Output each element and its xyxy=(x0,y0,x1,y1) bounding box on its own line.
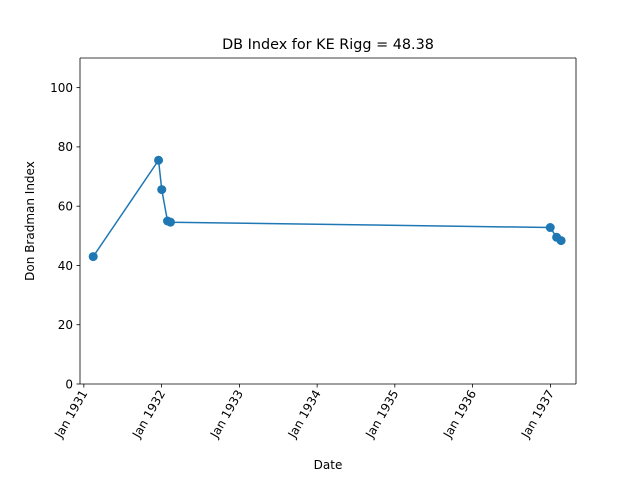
y-axis-ticks: 0 20 40 60 80 100 xyxy=(50,81,80,391)
plot-area xyxy=(80,58,576,384)
chart-title: DB Index for KE Rigg = 48.38 xyxy=(222,37,434,53)
x-axis-label: Date xyxy=(314,458,343,472)
y-tick-label: 100 xyxy=(50,81,73,95)
data-point xyxy=(88,252,98,262)
y-axis-label: Don Bradman Index xyxy=(23,161,37,281)
y-tick-label: 80 xyxy=(58,140,73,154)
data-point xyxy=(157,185,167,195)
y-tick-label: 20 xyxy=(58,318,73,332)
y-tick-label: 40 xyxy=(58,259,73,273)
axes-frame xyxy=(79,57,577,385)
data-point xyxy=(556,236,566,246)
data-point xyxy=(154,155,164,165)
data-point xyxy=(545,223,555,233)
y-tick-label: 60 xyxy=(58,199,73,213)
series-layer xyxy=(88,155,566,262)
y-tick-label: 0 xyxy=(65,377,73,391)
data-point xyxy=(165,217,175,227)
